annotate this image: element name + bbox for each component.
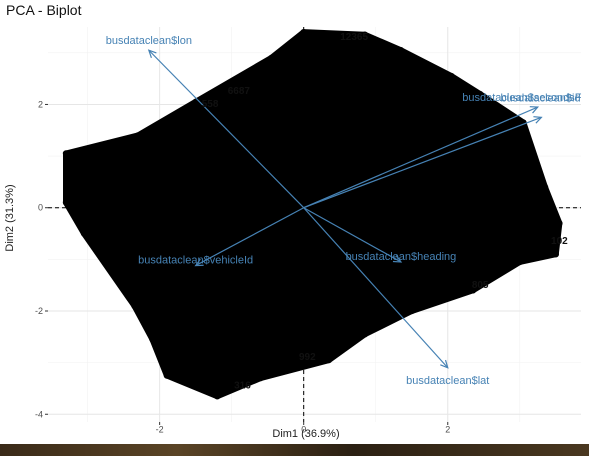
observation-label: 316 xyxy=(234,380,251,391)
data-point xyxy=(300,28,307,36)
data-point xyxy=(149,336,156,343)
observation-label: 12365 xyxy=(340,32,368,43)
point-cloud-mass xyxy=(63,29,563,400)
chart-title: PCA - Biplot xyxy=(6,2,82,18)
observation-label: 102 xyxy=(551,236,568,247)
data-point xyxy=(541,183,549,191)
observation-label: 6687 xyxy=(228,86,251,97)
variable-arrow xyxy=(303,207,449,369)
arrow-head xyxy=(392,255,403,263)
observation-label: 992 xyxy=(299,352,316,363)
data-point xyxy=(163,372,171,379)
y-tick-label: 0 xyxy=(38,203,43,213)
arrow-head xyxy=(194,258,204,267)
data-point xyxy=(62,150,70,157)
variable-arrow xyxy=(303,207,402,263)
observation-labels: 12365 558 6687 992 316 805 102 xyxy=(202,32,568,392)
variable-arrow xyxy=(195,207,304,267)
data-point xyxy=(62,199,70,206)
point-cloud xyxy=(62,28,563,400)
x-axis-label: Dim1 (36.9%) xyxy=(272,428,339,440)
data-point xyxy=(476,90,484,98)
variable-label: busdataclean$id xyxy=(500,92,580,104)
x-tick-label: 0 xyxy=(301,424,306,434)
variable-label: busdataclean$lat xyxy=(406,375,489,387)
data-point xyxy=(556,220,563,227)
variable-labels: busdataclean$lon busdataclean$lat busdatac… xyxy=(106,35,582,387)
reference-lines xyxy=(48,27,581,422)
desktop-background-strip xyxy=(0,444,589,456)
variable-arrows xyxy=(147,49,543,369)
data-point xyxy=(134,132,142,139)
variable-label: busdataclean$vehicleId xyxy=(138,255,253,267)
observation-label: 805 xyxy=(472,280,489,291)
observation-label: 558 xyxy=(202,99,219,110)
arrow-head xyxy=(147,49,157,59)
data-point xyxy=(214,392,221,400)
y-tick-label: -4 xyxy=(35,409,43,419)
x-tick-label: 2 xyxy=(445,424,450,434)
data-point xyxy=(325,356,333,364)
data-point xyxy=(448,72,455,80)
arrow-head xyxy=(529,106,540,114)
y-tick-label: -2 xyxy=(35,306,43,316)
y-tick-label: 2 xyxy=(38,99,43,109)
data-point xyxy=(469,287,477,294)
variable-label: busdataclean$lon xyxy=(106,35,192,47)
variable-arrow xyxy=(303,116,542,209)
y-axis-label: Dim2 (31.3%) xyxy=(4,184,16,251)
variable-label: busdataclean$heading xyxy=(346,251,457,263)
data-point xyxy=(408,307,415,315)
variable-arrow xyxy=(303,106,539,209)
data-point xyxy=(361,331,369,338)
data-point xyxy=(80,230,88,237)
data-point xyxy=(552,250,559,258)
arrow-head xyxy=(533,116,543,124)
data-point xyxy=(131,302,138,310)
data-point xyxy=(257,374,264,382)
data-point xyxy=(516,258,523,266)
data-point xyxy=(397,47,405,54)
data-point xyxy=(361,31,369,38)
x-tick-label: -2 xyxy=(156,424,164,434)
arrow-head xyxy=(440,359,449,369)
data-point xyxy=(268,54,275,62)
variable-arrow xyxy=(148,49,305,209)
axis-ticks: -2 0 2 -4 -2 0 2 xyxy=(35,99,450,434)
variable-label: busdataclean$secondsF xyxy=(462,92,582,104)
